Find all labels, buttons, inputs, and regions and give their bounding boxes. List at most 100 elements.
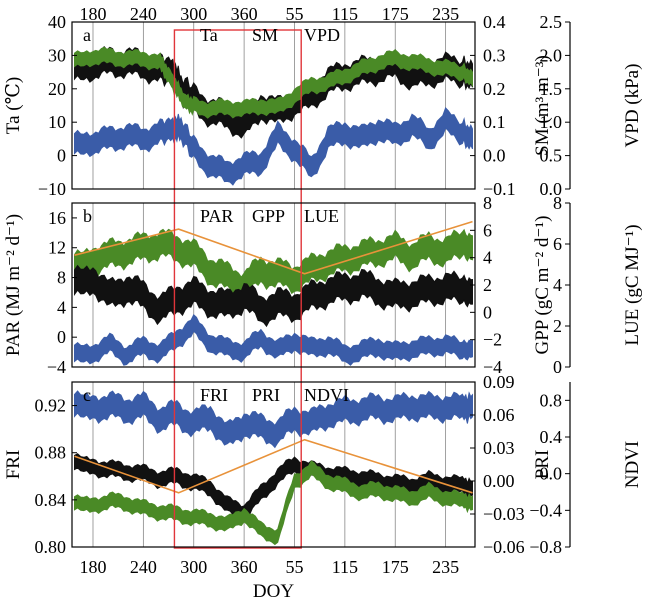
- x-tick-label-top: 235: [432, 4, 459, 24]
- left-tick-label-a: 40: [48, 12, 66, 32]
- left-tick-label-c: 0.88: [35, 443, 67, 463]
- right2-tick-label-b: 4: [553, 275, 562, 295]
- panel-letter-b: b: [83, 206, 92, 226]
- right-tick-label-c: 0.00: [483, 471, 515, 491]
- x-tick-label-bottom: 55: [285, 557, 303, 577]
- right2-tick-label-a: 1.5: [540, 79, 563, 99]
- highlight-box: [173, 29, 302, 549]
- highlight-layer: [173, 29, 302, 549]
- x-axis-label: DOY: [253, 581, 294, 602]
- left-axis-label-c: FRI: [3, 450, 24, 480]
- right-tick-label-b: 0: [483, 302, 492, 322]
- left-tick-label-b: 8: [57, 268, 66, 288]
- x-tick-label-top: 240: [130, 4, 157, 24]
- right-tick-label-c: −0.06: [483, 537, 525, 557]
- x-tick-label-top: 300: [180, 4, 207, 24]
- legend-entry-a: Ta: [200, 25, 218, 45]
- right-tick-label-a: 0.2: [483, 79, 506, 99]
- left-tick-label-a: 0: [57, 146, 66, 166]
- left-tick-label-c: 0.92: [35, 396, 67, 416]
- panel-letter-a: a: [83, 25, 91, 45]
- x-tick-label-top: 55: [285, 4, 303, 24]
- legend-entry-b: PAR: [200, 206, 233, 226]
- series-pri-band: [74, 460, 473, 546]
- left-tick-label-a: 20: [48, 79, 66, 99]
- left-tick-label-a: 10: [48, 112, 66, 132]
- right2-tick-label-a: 0.0: [540, 179, 563, 199]
- legend-entry-a: SM: [252, 25, 278, 45]
- left-tick-label-c: 0.84: [35, 490, 67, 510]
- right-tick-label-c: 0.03: [483, 438, 515, 458]
- right-tick-label-b: −4: [483, 357, 502, 377]
- panels-layer: [74, 22, 473, 547]
- right-tick-label-a: 0.3: [483, 45, 506, 65]
- x-tick-label-top: 175: [382, 4, 409, 24]
- right2-tick-label-c: 0.4: [540, 427, 563, 447]
- right-tick-label-a: 0.1: [483, 112, 506, 132]
- right-axis-label-b: GPP (gC m⁻² d⁻¹): [532, 216, 553, 355]
- right-tick-label-b: 6: [483, 220, 492, 240]
- legend-entry-a: VPD: [304, 25, 340, 45]
- right2-axis-label-a: VPD (kPa): [622, 64, 643, 148]
- x-tick-label-bottom: 360: [231, 557, 258, 577]
- right-tick-label-a: 0.4: [483, 12, 506, 32]
- right2-tick-label-c: −0.4: [529, 500, 562, 520]
- right2-tick-label-b: 2: [553, 316, 562, 336]
- panel-letter-c: c: [83, 385, 91, 405]
- right2-tick-label-a: 2.5: [540, 12, 563, 32]
- right2-tick-label-b: 8: [553, 193, 562, 213]
- x-tick-label-bottom: 300: [180, 557, 207, 577]
- left-axis-label-a: Ta (℃): [3, 77, 24, 134]
- series-lue-band: [74, 313, 473, 366]
- right-tick-label-b: 2: [483, 275, 492, 295]
- axes-layer: [71, 21, 571, 548]
- left-tick-label-a: −10: [38, 179, 66, 199]
- left-tick-label-b: 12: [48, 238, 66, 258]
- legend-entry-c: NDVI: [304, 385, 349, 405]
- right-tick-label-a: 0.0: [483, 146, 506, 166]
- legend-entry-c: FRI: [200, 385, 228, 405]
- panel-b: [74, 203, 473, 367]
- x-tick-label-bottom: 240: [130, 557, 157, 577]
- left-tick-label-b: 16: [48, 208, 66, 228]
- right2-tick-label-b: 0: [553, 357, 562, 377]
- series-vpd-band: [74, 46, 473, 119]
- right2-axis-label-b: LUE (gC MJ⁻¹): [622, 224, 643, 345]
- right2-tick-label-a: 0.5: [540, 146, 563, 166]
- left-tick-label-b: 0: [57, 327, 66, 347]
- right-axis-label-a: SM (m³ m⁻³): [532, 55, 553, 156]
- right2-tick-label-b: 6: [553, 234, 562, 254]
- left-tick-label-b: 4: [57, 297, 66, 317]
- x-tick-label-top: 360: [231, 4, 258, 24]
- left-axis-label-b: PAR (MJ m⁻² d⁻¹): [3, 214, 24, 356]
- right-tick-label-c: −0.03: [483, 504, 525, 524]
- x-tick-label-top: 180: [79, 4, 106, 24]
- plot-frame-c: [71, 381, 476, 548]
- left-tick-label-c: 0.80: [35, 537, 67, 557]
- legend-entry-b: LUE: [304, 206, 339, 226]
- panel-a: [74, 22, 473, 189]
- legend-entry-b: GPP: [252, 206, 285, 226]
- right-axis-label-c: PRI: [532, 450, 553, 480]
- right-tick-label-b: 8: [483, 193, 492, 213]
- panel-c: [74, 382, 473, 547]
- right2-axis-label-c: NDVI: [622, 441, 643, 489]
- right-tick-label-a: −0.1: [483, 179, 516, 199]
- trend-line-c: [74, 438, 473, 494]
- x-tick-label-bottom: 175: [382, 557, 409, 577]
- x-tick-label-bottom: 235: [432, 557, 459, 577]
- right2-tick-label-a: 1.0: [540, 112, 563, 132]
- right-tick-label-b: 4: [483, 248, 492, 268]
- labels-layer: −10010203040−0.10.00.10.20.30.40.00.51.0…: [3, 4, 643, 602]
- left-tick-label-a: 30: [48, 45, 66, 65]
- x-tick-label-bottom: 115: [332, 557, 358, 577]
- right-tick-label-b: −2: [483, 330, 502, 350]
- x-tick-label-top: 115: [332, 4, 358, 24]
- right2-tick-label-a: 2.0: [540, 45, 563, 65]
- right-tick-label-c: 0.06: [483, 405, 515, 425]
- right2-tick-label-c: 0.8: [540, 390, 563, 410]
- plot-frame-a: [71, 21, 476, 190]
- right2-tick-label-c: 0.0: [540, 464, 563, 484]
- left-tick-label-b: −4: [47, 357, 66, 377]
